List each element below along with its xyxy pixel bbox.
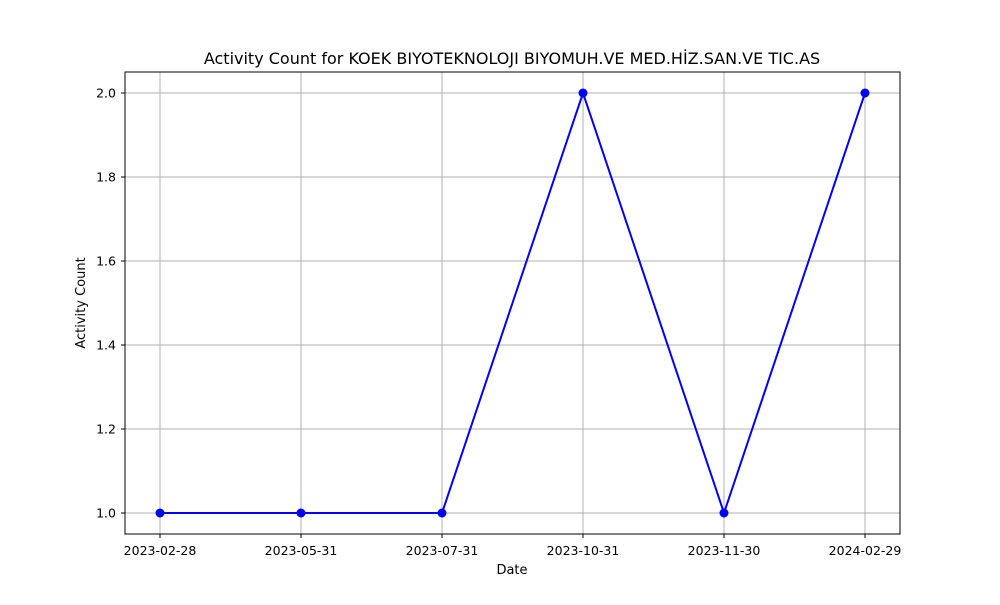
- y-tick-label: 1.6: [96, 254, 116, 269]
- data-point: [719, 508, 729, 518]
- y-tick-label: 1.8: [96, 170, 116, 185]
- data-point: [578, 88, 588, 98]
- x-tick-label: 2023-07-31: [406, 543, 479, 558]
- data-point: [860, 88, 870, 98]
- x-tick-label: 2023-10-31: [547, 543, 620, 558]
- x-tick-label: 2023-11-30: [688, 543, 761, 558]
- series-group: [155, 88, 870, 518]
- x-tick-label: 2023-02-28: [124, 543, 197, 558]
- axis-ticks: 2023-02-28 2023-05-31 2023-07-31 2023-10-31…: [96, 86, 901, 559]
- y-tick-label: 1.2: [96, 422, 116, 437]
- y-tick-label: 1.4: [96, 338, 116, 353]
- data-point: [296, 508, 306, 518]
- chart-title: Activity Count for KOEK BIYOTEKNOLOJI BI…: [204, 49, 820, 68]
- data-point: [437, 508, 447, 518]
- series-line: [160, 89, 866, 517]
- data-point: [155, 508, 165, 518]
- x-tick-label: 2024-02-29: [829, 543, 902, 558]
- y-tick-label: 1.0: [96, 506, 116, 521]
- y-tick-label: 2.0: [96, 86, 116, 101]
- x-tick-label: 2023-05-31: [265, 543, 338, 558]
- y-axis-label: Activity Count: [74, 257, 89, 348]
- plot-frame: [124, 71, 901, 535]
- x-axis-label: Date: [496, 563, 527, 578]
